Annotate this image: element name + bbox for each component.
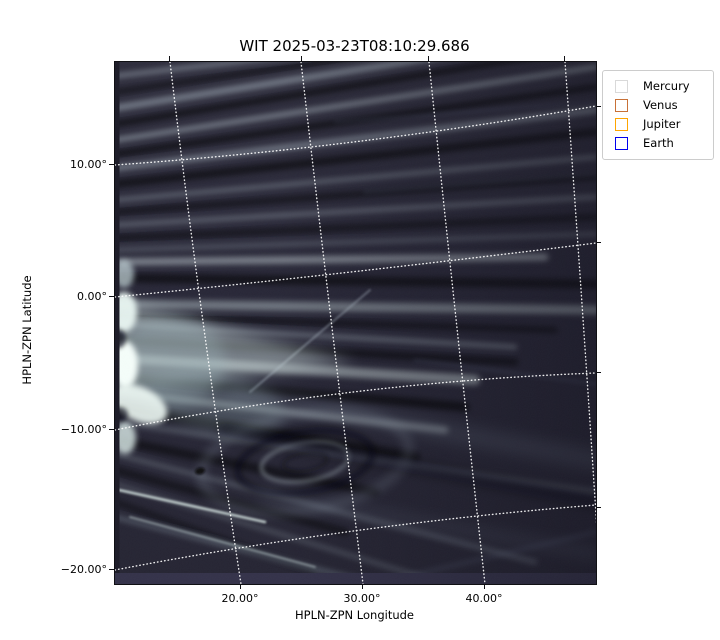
mercury-marker-icon [615, 80, 628, 93]
y-tick-mark [109, 569, 114, 571]
image-noise [115, 62, 596, 584]
x-tick-mark-top [428, 56, 430, 61]
x-axis-label: HPLN-ZPN Longitude [294, 608, 414, 622]
venus-marker-icon [615, 99, 628, 112]
plot-title: WIT 2025-03-23T08:10:29.686 [239, 37, 470, 55]
legend-label: Earth [643, 136, 674, 150]
x-tick-mark [240, 584, 242, 589]
x-tick-mark-top [564, 56, 566, 61]
latitude-gridline-neg10 [115, 372, 596, 431]
x-tick-label-30: 30.00° [343, 592, 381, 605]
y-tick-mark-right [596, 242, 601, 244]
legend-label: Jupiter [643, 117, 681, 131]
longitude-gridline-30 [300, 62, 364, 584]
y-tick-label-neg10: −10.00° [60, 423, 107, 436]
legend-label: Mercury [643, 79, 690, 93]
graticule [115, 62, 596, 584]
y-axis-label: HPLN-ZPN Latitude [20, 275, 34, 385]
x-tick-mark [484, 584, 486, 589]
legend-item-mercury: Mercury [615, 78, 705, 95]
y-tick-mark-right [596, 106, 601, 108]
legend-item-jupiter: Jupiter [615, 116, 705, 133]
latitude-gridline-10 [115, 105, 596, 166]
x-tick-label-40: 40.00° [465, 592, 503, 605]
plot-area [114, 61, 597, 585]
jupiter-marker-icon [615, 118, 628, 131]
legend-item-venus: Venus [615, 97, 705, 114]
coronal-image [115, 62, 596, 584]
y-tick-label-0: 0.00° [77, 290, 107, 303]
latitude-gridline-0 [115, 242, 596, 298]
x-tick-label-20: 20.00° [221, 592, 259, 605]
y-tick-label-neg20: −20.00° [60, 563, 107, 576]
x-tick-mark [362, 584, 364, 589]
y-tick-mark-right [596, 372, 601, 374]
x-tick-mark-top [301, 56, 303, 61]
earth-marker-icon [615, 137, 628, 150]
legend-item-earth: Earth [615, 135, 705, 152]
y-tick-mark-right [596, 507, 601, 509]
y-tick-label-10: 10.00° [70, 158, 107, 171]
x-tick-mark-top [169, 56, 171, 61]
y-tick-mark [109, 429, 114, 431]
legend-label: Venus [643, 98, 678, 112]
y-tick-mark [109, 296, 114, 298]
longitude-gridline-40 [428, 62, 486, 584]
legend: Mercury Venus Jupiter Earth [602, 70, 714, 160]
y-tick-mark [109, 164, 114, 166]
longitude-gridline-20 [169, 62, 242, 584]
